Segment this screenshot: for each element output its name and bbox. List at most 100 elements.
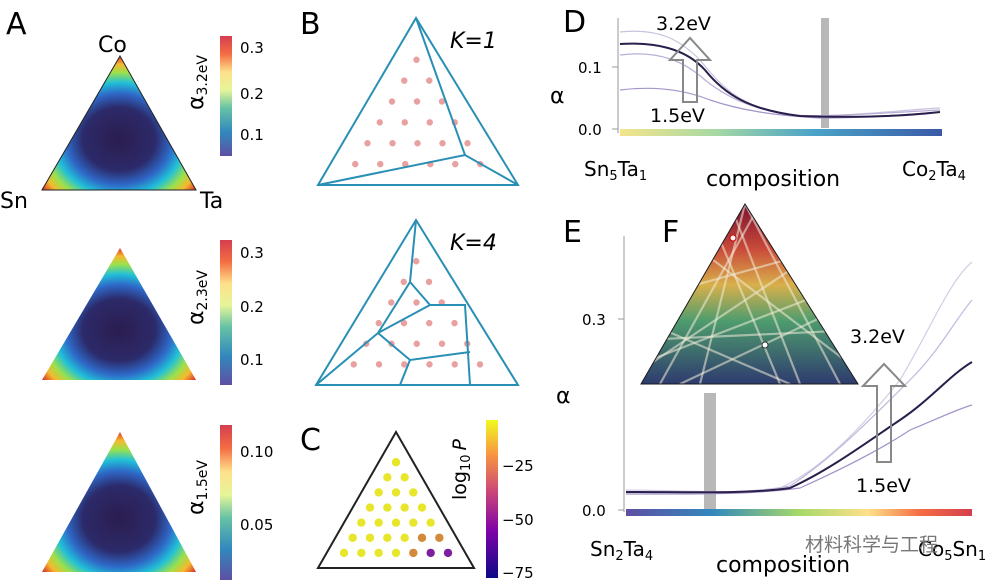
- probability-point: [374, 518, 383, 527]
- cbar-a3-tick: 0.10: [240, 443, 273, 461]
- composition-point: [401, 119, 408, 126]
- probability-point: [443, 548, 453, 558]
- gray-band-e: [704, 393, 716, 509]
- probability-point: [417, 503, 427, 512]
- x-right-label-d: Co2Ta4: [902, 157, 966, 184]
- probability-point: [426, 518, 435, 527]
- svg-text:log10P: log10P: [449, 438, 474, 500]
- partition-k4: [314, 218, 520, 386]
- cbar-a1-tick: 0.3: [240, 39, 264, 57]
- arrow-label-bottom-e: 1.5eV: [856, 475, 911, 497]
- arrow-label-bottom-d: 1.5eV: [650, 105, 705, 127]
- composition-point: [439, 140, 446, 147]
- colorbar-logp-label: log10P: [449, 438, 474, 500]
- ternary-heatmap-1p5ev: [42, 432, 196, 572]
- cbar-c-tick: −50: [502, 511, 534, 529]
- probability-point: [374, 548, 383, 558]
- probability-point: [357, 518, 366, 527]
- partition-k1: [316, 16, 520, 186]
- probability-point: [365, 503, 375, 512]
- probability-point: [409, 518, 418, 527]
- probability-point: [435, 533, 444, 542]
- xlabel-d: composition: [706, 167, 840, 192]
- svg-text:α3.2eV: α3.2eV: [184, 55, 211, 110]
- ytick-d: 0.1: [578, 59, 602, 77]
- arrow-label-top-e: 3.2eV: [850, 326, 905, 348]
- composition-point: [413, 98, 421, 105]
- composition-colorbar-d: [620, 129, 942, 136]
- composition-point: [375, 319, 382, 327]
- probability-point: [348, 533, 357, 542]
- composition-grid-k1: [352, 56, 484, 168]
- composition-point: [388, 98, 396, 105]
- probability-point: [391, 458, 401, 467]
- composition-point: [426, 77, 433, 84]
- vertex-label-sn: Sn: [0, 189, 28, 214]
- composition-point: [451, 319, 458, 327]
- composition-point: [377, 160, 384, 168]
- composition-point: [413, 299, 420, 306]
- ternary-probability-frame: [316, 429, 476, 569]
- colorbar-label-3p2ev: α3.2eV: [184, 55, 211, 110]
- panel-letter-c: C: [300, 423, 321, 458]
- composition-point: [400, 278, 407, 286]
- probability-point: [400, 503, 409, 512]
- composition-point: [425, 278, 433, 286]
- cbar-a3-tick: 0.05: [240, 516, 273, 534]
- composition-point: [413, 340, 420, 347]
- composition-point: [388, 299, 395, 306]
- composition-point: [438, 98, 446, 105]
- cbar-c-tick: −25: [502, 457, 534, 475]
- axes-d: [612, 18, 619, 133]
- colorbar-label-1p5ev: α1.5eV: [184, 460, 211, 515]
- composition-point: [375, 361, 383, 368]
- colorbar-3p2ev: [220, 36, 232, 156]
- composition-point: [464, 140, 471, 147]
- alpha-curves-e: [625, 261, 973, 495]
- composition-point: [452, 160, 459, 168]
- probability-point: [383, 473, 392, 482]
- probability-point: [426, 548, 435, 558]
- probability-point: [391, 518, 401, 527]
- composition-point: [389, 140, 396, 147]
- ytick-d: 0.0: [578, 121, 602, 139]
- gray-band-d: [821, 18, 829, 128]
- composition-point: [401, 361, 408, 368]
- svg-text:α1.5eV: α1.5eV: [184, 460, 211, 515]
- panel-letter-d: D: [563, 5, 586, 40]
- probability-points: [339, 458, 453, 558]
- ternary-heatmap-2p3ev: [42, 248, 196, 380]
- composition-colorbar-e: [626, 509, 972, 516]
- probability-point: [383, 533, 392, 542]
- probability-point: [417, 533, 427, 542]
- probability-point: [365, 533, 375, 542]
- probability-point: [383, 503, 392, 512]
- cbar-a2-tick: 0.1: [240, 351, 264, 369]
- arrow-label-top-d: 3.2eV: [656, 13, 711, 35]
- cbar-a1-tick: 0.2: [240, 85, 264, 103]
- colorbar-2p3ev: [220, 240, 232, 385]
- probability-point: [409, 548, 418, 558]
- composition-point: [401, 77, 408, 84]
- composition-point: [438, 340, 446, 347]
- cbar-a2-tick: 0.2: [240, 298, 264, 316]
- svg-text:α2.3eV: α2.3eV: [184, 270, 211, 325]
- k4-label: K=4: [450, 231, 497, 256]
- panel-letter-f: F: [662, 215, 679, 250]
- energy-arrow-e: [860, 362, 908, 463]
- composition-point: [426, 119, 433, 126]
- watermark: 材料科学与工程: [804, 534, 938, 556]
- composition-point: [426, 319, 433, 327]
- probability-point: [374, 488, 383, 497]
- composition-point: [350, 361, 357, 368]
- cbar-a2-tick: 0.3: [240, 244, 264, 262]
- probability-point: [391, 548, 401, 558]
- colorbar-1p5ev: [220, 425, 232, 580]
- k1-label: K=1: [450, 29, 497, 54]
- x-left-label-d: Sn5Ta1: [584, 157, 647, 184]
- ylabel-d: α: [550, 84, 565, 109]
- composition-point: [413, 56, 420, 63]
- panel-letter-b: B: [300, 7, 321, 42]
- composition-point: [426, 361, 433, 368]
- energy-arrow-d: [667, 36, 713, 103]
